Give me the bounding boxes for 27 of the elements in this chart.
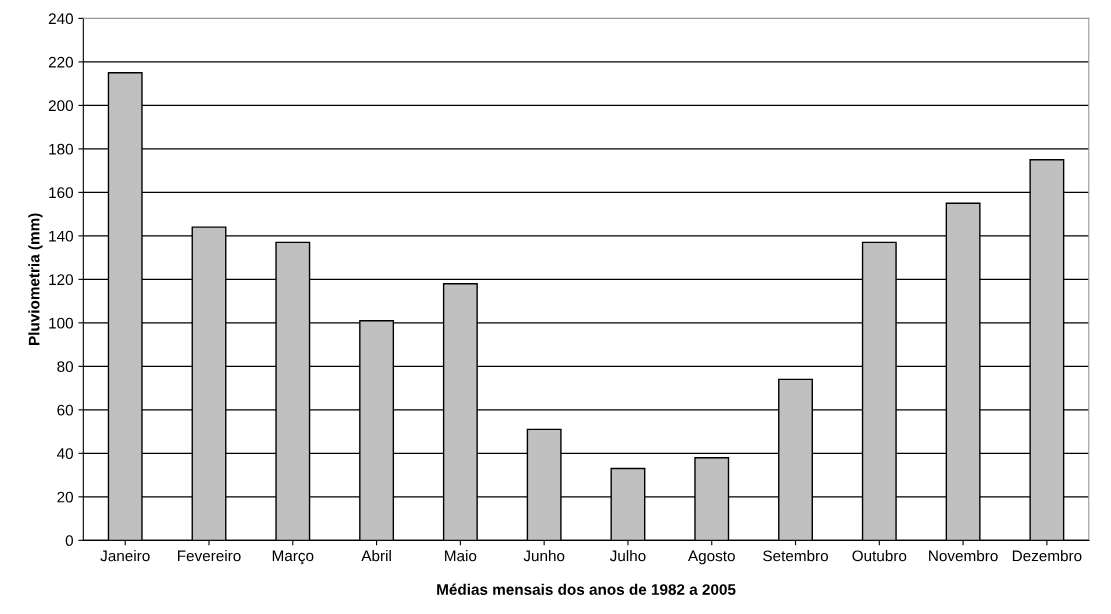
x-tick-label: Janeiro	[100, 550, 150, 562]
y-tick-label: 0	[65, 535, 74, 547]
x-tick-label: Agosto	[687, 550, 735, 565]
x-tick-label: Março	[272, 550, 314, 565]
y-tick-label: 180	[49, 143, 74, 155]
x-tick-label: Junho	[523, 550, 565, 562]
x-tick-label: Julho	[609, 550, 646, 562]
y-tick-label: 220	[48, 56, 74, 68]
y-tick-label: 60	[57, 404, 74, 416]
x-tick-label: Novembro	[929, 550, 998, 562]
x-axis-title: Médias mensais dos anos de 1982 a 2005	[437, 583, 736, 595]
y-axis-title: Pluviometria (mm)	[28, 213, 43, 345]
y-tick-label: 240	[48, 13, 74, 25]
y-tick-label: 20	[57, 491, 74, 503]
x-tick-label: Maio	[445, 550, 477, 562]
y-tick-label: 80	[57, 361, 74, 373]
x-tick-label: Setembro	[763, 550, 828, 562]
x-tick-label: Abril	[361, 550, 391, 562]
x-tick-label: Outubro	[852, 550, 907, 562]
y-tick-label: 100	[49, 317, 74, 329]
y-tick-label: 160	[49, 187, 74, 199]
x-tick-label: Fevereiro	[178, 550, 241, 562]
x-tick-label: Dezembro	[1012, 550, 1082, 562]
y-tick-label: 120	[49, 274, 74, 286]
y-tick-label: 200	[48, 100, 74, 112]
y-tick-label: 40	[56, 448, 74, 460]
y-tick-label: 140	[49, 230, 74, 242]
